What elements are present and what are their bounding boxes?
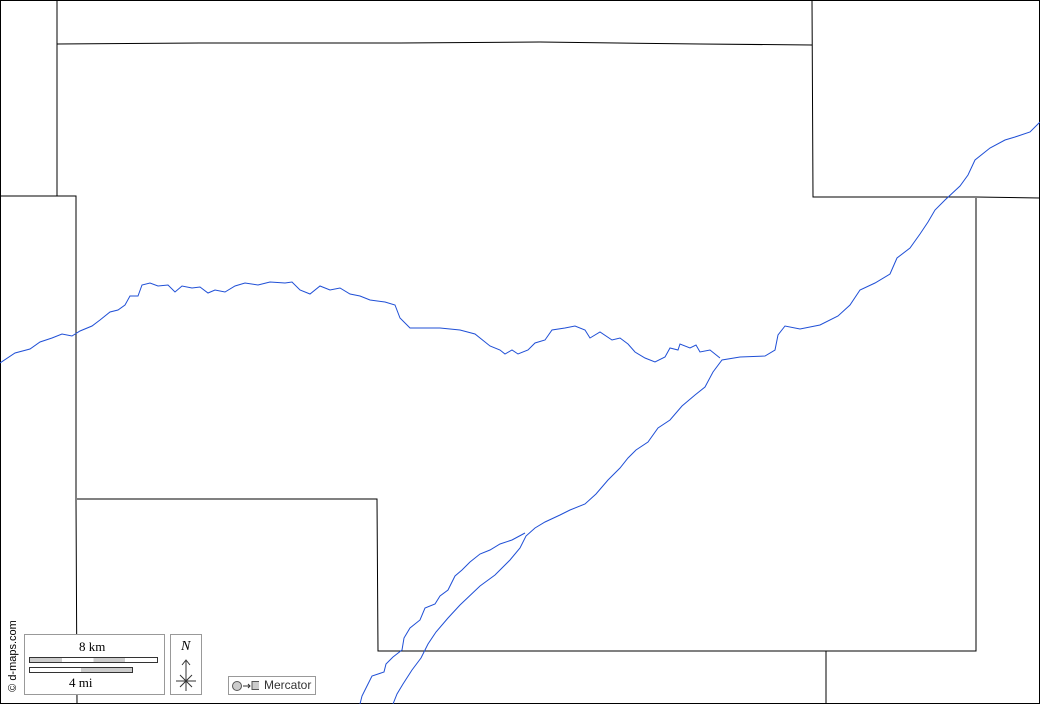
scale-bar: 8 km 4 mi bbox=[24, 634, 165, 695]
river bbox=[359, 532, 526, 704]
north-arrow: N bbox=[170, 634, 202, 695]
boundary bbox=[811, 0, 1040, 199]
river bbox=[392, 121, 1040, 704]
river bbox=[0, 281, 721, 364]
circle-to-square-icon bbox=[232, 681, 259, 691]
rivers bbox=[0, 121, 1040, 704]
copyright-credit: © d-maps.com bbox=[7, 620, 19, 692]
scale-km-bar bbox=[29, 657, 158, 663]
scale-mi-label: 4 mi bbox=[69, 675, 93, 690]
north-label: N bbox=[181, 639, 191, 654]
projection-badge: Mercator bbox=[228, 676, 316, 695]
boundary bbox=[56, 41, 813, 46]
scale-mi-bar bbox=[29, 667, 133, 673]
compass-icon bbox=[176, 659, 196, 691]
projection-label: Mercator bbox=[264, 678, 312, 692]
boundary bbox=[77, 198, 977, 652]
scale-km-label: 8 km bbox=[79, 639, 106, 654]
boundary bbox=[0, 195, 78, 704]
